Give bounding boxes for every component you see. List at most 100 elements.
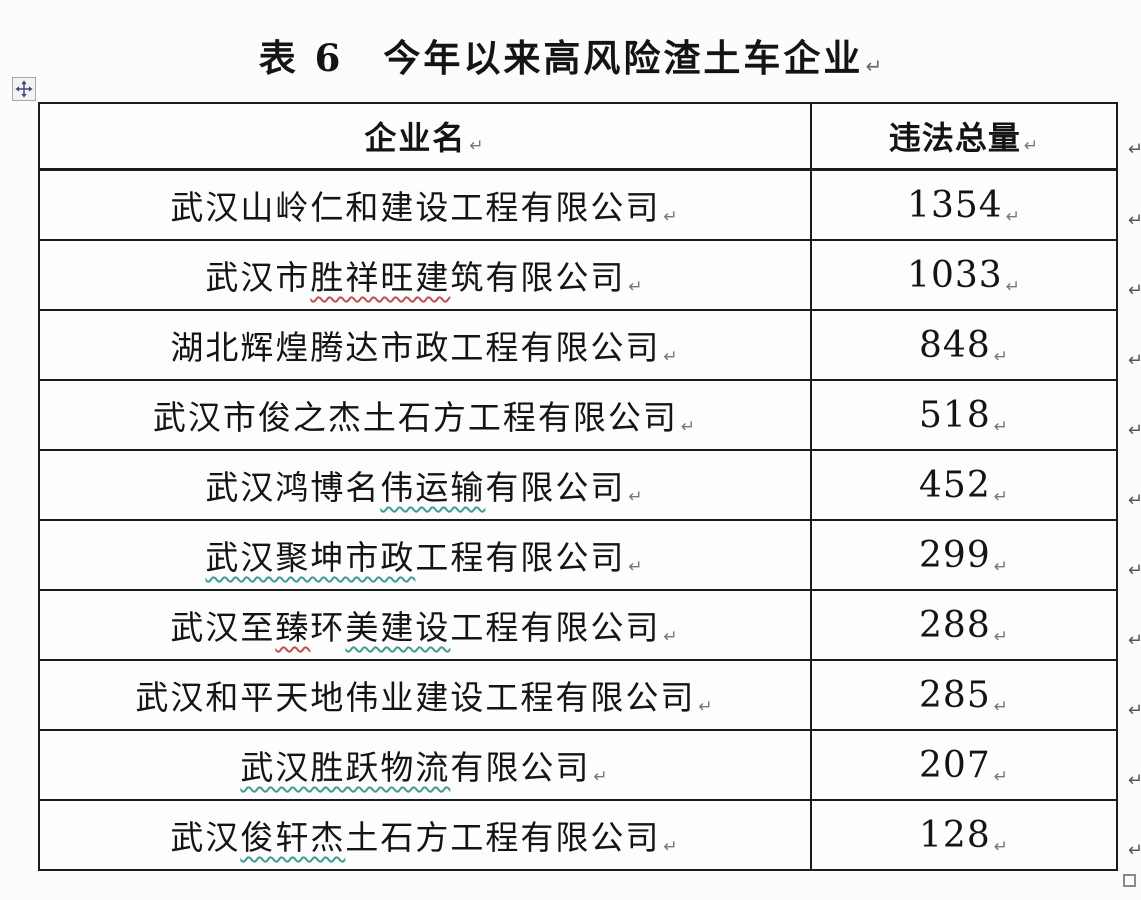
- cell-end-mark-icon: ↵: [593, 767, 610, 787]
- company-text-part: 武汉市俊之杰土石方工程有限公司: [152, 398, 678, 437]
- cell-end-mark-icon: ↵: [469, 136, 486, 156]
- company-text-part: 武汉山岭仁和建设工程有限公司: [170, 188, 661, 227]
- company-text-part: 臻: [275, 608, 311, 647]
- table-row: 武汉鸿博名伟运输有限公司 ↵ 452 ↵ ↵: [40, 451, 1141, 521]
- violations-cell[interactable]: 288 ↵: [812, 591, 1116, 659]
- table-row: 武汉聚坤市政工程有限公司 ↵ 299 ↵ ↵: [40, 521, 1141, 591]
- table-move-handle[interactable]: [12, 77, 36, 101]
- cell-end-mark-icon: ↵: [993, 557, 1009, 577]
- company-text-part: 美建设: [345, 608, 451, 647]
- company-text-part: 有限公司: [485, 468, 626, 507]
- table-caption-text: 表 6 今年以来高风险渣土车企业: [258, 36, 864, 80]
- row-end-mark-icon: ↵: [1127, 139, 1141, 160]
- company-cell[interactable]: 武汉胜跃物流有限公司 ↵: [40, 731, 812, 799]
- company-cell[interactable]: 武汉市俊之杰土石方工程有限公司 ↵: [40, 381, 812, 449]
- cell-end-mark-icon: ↵: [993, 417, 1009, 437]
- cell-end-mark-icon: ↵: [663, 627, 680, 647]
- violations-table: 企业名 ↵ 违法总量 ↵ ↵ 武汉山岭仁和建设工程有限公司 ↵ 1354 ↵ ↵ 武汉市…: [38, 102, 1141, 871]
- cell-end-mark-icon: ↵: [993, 627, 1009, 647]
- row-end-mark-icon: ↵: [1127, 560, 1141, 581]
- violations-value: 1354: [907, 184, 1003, 226]
- table-row: 武汉和平天地伟业建设工程有限公司 ↵ 285 ↵ ↵: [40, 661, 1141, 731]
- violations-value: 299: [919, 534, 991, 576]
- company-cell[interactable]: 武汉和平天地伟业建设工程有限公司 ↵: [40, 661, 812, 729]
- header-violations-label: 违法总量: [888, 119, 1021, 157]
- company-text-part: 武汉胜跃物流: [240, 748, 451, 787]
- table-row: 武汉市胜祥旺建筑有限公司 ↵ 1033 ↵ ↵: [40, 241, 1141, 311]
- violations-cell[interactable]: 128 ↵: [812, 801, 1116, 869]
- company-text-part: 筑有限公司: [450, 258, 626, 297]
- violations-value: 288: [919, 604, 991, 646]
- table-caption[interactable]: 表 6 今年以来高风险渣土车企业 ↵: [0, 28, 1141, 82]
- row-end-mark-icon: ↵: [1127, 420, 1141, 441]
- cell-end-mark-icon: ↵: [993, 487, 1009, 507]
- violations-value: 128: [919, 814, 991, 856]
- company-text: 武汉山岭仁和建设工程有限公司: [170, 181, 660, 229]
- company-text-part: 武汉聚坤市政: [205, 538, 416, 577]
- table-row: 武汉山岭仁和建设工程有限公司 ↵ 1354 ↵ ↵: [40, 171, 1141, 241]
- company-text-part: 武汉鸿博名: [205, 468, 381, 507]
- company-cell[interactable]: 湖北辉煌腾达市政工程有限公司 ↵: [40, 311, 812, 379]
- row-end-mark-icon: ↵: [1127, 490, 1141, 511]
- row-end-mark-icon: ↵: [1127, 700, 1141, 721]
- table-header-row: 企业名 ↵ 违法总量 ↵ ↵: [40, 104, 1141, 171]
- company-text: 武汉市俊之杰土石方工程有限公司: [153, 391, 678, 439]
- violations-value: 452: [919, 464, 991, 506]
- company-cell[interactable]: 武汉市胜祥旺建筑有限公司 ↵: [40, 241, 812, 309]
- table-row: 武汉至臻环美建设工程有限公司 ↵ 288 ↵ ↵: [40, 591, 1141, 661]
- violations-cell[interactable]: 1033 ↵: [812, 241, 1116, 309]
- table-row: 武汉胜跃物流有限公司 ↵ 207 ↵ ↵: [40, 731, 1141, 801]
- company-text: 武汉市胜祥旺建筑有限公司: [205, 251, 625, 299]
- company-text-part: 工程有限公司: [450, 608, 661, 647]
- company-text-part: 有限公司: [450, 748, 591, 787]
- company-text-part: 武汉至: [170, 608, 276, 647]
- header-cell-violations[interactable]: 违法总量 ↵: [812, 104, 1116, 168]
- cell-end-mark-icon: ↵: [663, 837, 680, 857]
- row-end-mark-icon: ↵: [1127, 280, 1141, 301]
- violations-cell[interactable]: 452 ↵: [812, 451, 1116, 519]
- row-end-mark-icon: ↵: [1127, 210, 1141, 231]
- company-cell[interactable]: 武汉俊轩杰土石方工程有限公司 ↵: [40, 801, 812, 869]
- row-end-mark-icon: ↵: [1127, 840, 1141, 861]
- company-text: 武汉俊轩杰土石方工程有限公司: [170, 811, 660, 859]
- cell-end-mark-icon: ↵: [628, 277, 645, 297]
- violations-cell[interactable]: 285 ↵: [812, 661, 1116, 729]
- company-cell[interactable]: 武汉鸿博名伟运输有限公司 ↵: [40, 451, 812, 519]
- violations-value: 848: [919, 324, 991, 366]
- cell-end-mark-icon: ↵: [663, 347, 680, 367]
- row-end-mark-icon: ↵: [1127, 770, 1141, 791]
- company-text-part: 胜祥旺建: [310, 258, 451, 297]
- violations-cell[interactable]: 1354 ↵: [812, 171, 1116, 239]
- header-cell-company[interactable]: 企业名 ↵: [40, 104, 812, 168]
- cell-end-mark-icon: ↵: [1023, 136, 1040, 156]
- company-text-part: 土石方工程有限公司: [345, 818, 661, 857]
- row-end-mark-icon: ↵: [1127, 630, 1141, 651]
- table-row: 湖北辉煌腾达市政工程有限公司 ↵ 848 ↵ ↵: [40, 311, 1141, 381]
- company-text-part: 湖北辉煌腾达市政工程有限公司: [170, 328, 661, 367]
- violations-value: 1033: [907, 254, 1003, 296]
- violations-cell[interactable]: 848 ↵: [812, 311, 1116, 379]
- cell-end-mark-icon: ↵: [993, 697, 1009, 717]
- company-text: 武汉鸿博名伟运输有限公司: [205, 461, 625, 509]
- cell-end-mark-icon: ↵: [663, 207, 680, 227]
- cell-end-mark-icon: ↵: [680, 417, 698, 437]
- violations-cell[interactable]: 518 ↵: [812, 381, 1116, 449]
- violations-cell[interactable]: 299 ↵: [812, 521, 1116, 589]
- table-resize-handle[interactable]: [1123, 874, 1136, 887]
- company-cell[interactable]: 武汉山岭仁和建设工程有限公司 ↵: [40, 171, 812, 239]
- cell-end-mark-icon: ↵: [698, 697, 715, 717]
- cell-end-mark-icon: ↵: [993, 347, 1009, 367]
- violations-value: 285: [919, 674, 991, 716]
- company-text-part: 环: [310, 608, 346, 647]
- company-cell[interactable]: 武汉至臻环美建设工程有限公司 ↵: [40, 591, 812, 659]
- header-company-label: 企业名: [364, 119, 467, 157]
- company-text-part: 工程有限公司: [415, 538, 626, 577]
- move-arrows-icon: [15, 80, 33, 98]
- company-cell[interactable]: 武汉聚坤市政工程有限公司 ↵: [40, 521, 812, 589]
- cell-end-mark-icon: ↵: [1005, 277, 1021, 297]
- company-text: 武汉胜跃物流有限公司: [240, 741, 590, 789]
- company-text-part: 武汉: [170, 818, 241, 857]
- cell-end-mark-icon: ↵: [993, 767, 1009, 787]
- violations-cell[interactable]: 207 ↵: [812, 731, 1116, 799]
